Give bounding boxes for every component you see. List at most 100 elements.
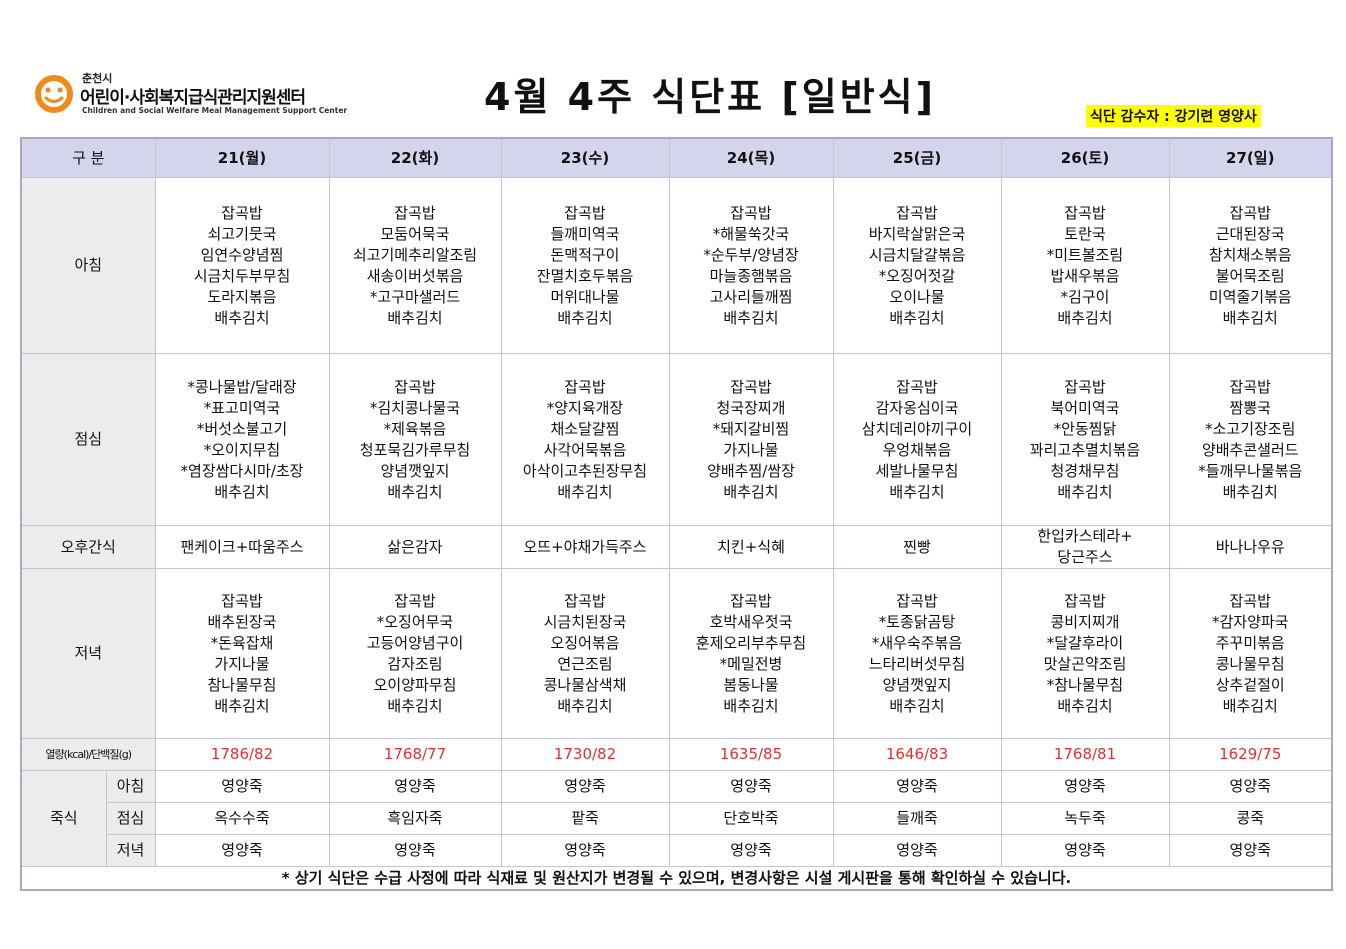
menu-item: 잡곡밥 xyxy=(896,377,938,396)
menu-item: 삶은감자 xyxy=(387,537,443,556)
menu-item: 바지락살맑은국 xyxy=(868,224,966,243)
menu-item: 토란국 xyxy=(1064,224,1106,243)
menu-item: *감자양파국 xyxy=(1211,612,1289,631)
menu-item: 오징어볶음 xyxy=(550,633,620,652)
menu-item: 배추김치 xyxy=(723,696,779,715)
menu-item: *들깨무나물볶음 xyxy=(1198,461,1303,480)
header-category: 구 분 xyxy=(20,137,156,178)
menu-item: 잡곡밥 xyxy=(730,203,772,222)
breakfast-menu-cell: 잡곡밥 근대된장국 참치채소볶음 불어묵조림 미역줄기볶음 배추김치 xyxy=(1168,177,1333,354)
menu-item: 시금치두부무침 xyxy=(193,266,291,285)
menu-item: 잡곡밥 xyxy=(1229,377,1271,396)
menu-item: 치킨+식혜 xyxy=(717,537,785,556)
menu-item: 가지나물 xyxy=(723,440,779,459)
lunch-menu-cell: 잡곡밥 *양지육개장 채소달걀찜 사각어묵볶음 아삭이고추된장무침 배추김치 xyxy=(500,353,670,526)
menu-item: 배추김치 xyxy=(723,482,779,501)
menu-item: 배추김치 xyxy=(387,308,443,327)
menu-item: 맛살곤약조림 xyxy=(1043,654,1127,673)
menu-item: 배추김치 xyxy=(1057,696,1113,715)
porridge-item: 영양죽 xyxy=(1000,770,1170,803)
lunch-menu-cell: 잡곡밥 *김치콩나물국 *제육볶음 청포묵김가루무침 양념깻잎지 배추김치 xyxy=(328,353,502,526)
menu-item: *토종닭곰탕 xyxy=(878,612,956,631)
menu-item: 찐빵 xyxy=(903,537,931,556)
menu-item: 잔멸치호두볶음 xyxy=(536,266,634,285)
menu-item: 잡곡밥 xyxy=(564,203,606,222)
menu-item: 느타리버섯무침 xyxy=(868,654,966,673)
nutrition-value: 1730/82 xyxy=(500,738,670,771)
menu-item: 시금치된장국 xyxy=(543,612,627,631)
menu-item: 짬뽕국 xyxy=(1229,398,1271,417)
menu-item: 배추김치 xyxy=(557,308,613,327)
breakfast-menu-cell: 잡곡밥 쇠고기뭇국 임연수양념찜 시금치두부무침 도라지볶음 배추김치 xyxy=(154,177,330,354)
menu-item: 배추김치 xyxy=(889,482,945,501)
menu-item: 콩비지찌개 xyxy=(1050,612,1120,631)
porridge-breakfast-row: 죽식 아침 영양죽 영양죽 영양죽 영양죽 영양죽 영양죽 영양죽 xyxy=(20,770,1333,867)
menu-item: *버섯소불고기 xyxy=(196,419,288,438)
dinner-menu-cell: 잡곡밥 호박새우젓국 훈제오리부추무침 *메밀전병 봄동나물 배추김치 xyxy=(668,568,834,739)
porridge-lunch-label: 점심 xyxy=(105,802,156,835)
menu-item: 삼치데리야끼구이 xyxy=(861,419,973,438)
menu-item: 배추김치 xyxy=(1057,308,1113,327)
porridge-item: 영양죽 xyxy=(154,834,330,867)
menu-item: 잡곡밥 xyxy=(394,591,436,610)
menu-item: 불어묵조림 xyxy=(1215,266,1285,285)
header-day: 27(일) xyxy=(1168,137,1333,178)
menu-item: 배추김치 xyxy=(1057,482,1113,501)
menu-item: 잡곡밥 xyxy=(730,591,772,610)
menu-item: 상추겉절이 xyxy=(1215,675,1285,694)
menu-item: *오이지무침 xyxy=(203,440,281,459)
menu-item: *안동찜닭 xyxy=(1053,419,1117,438)
menu-item: 배추김치 xyxy=(387,482,443,501)
menu-item: 아삭이고추된장무침 xyxy=(522,461,648,480)
menu-item: 청경채무침 xyxy=(1050,461,1120,480)
menu-item: 양배추콘샐러드 xyxy=(1201,440,1299,459)
dinner-menu-cell: 잡곡밥 *토종닭곰탕 *새우숙주볶음 느타리버섯무침 양념깻잎지 배추김치 xyxy=(832,568,1002,739)
lunch-menu-cell: 잡곡밥 북어미역국 *안동찜닭 꽈리고추멸치볶음 청경채무침 배추김치 xyxy=(1000,353,1170,526)
menu-item: 꽈리고추멸치볶음 xyxy=(1029,440,1141,459)
menu-item: 감자조림 xyxy=(387,654,443,673)
menu-item: 청국장찌개 xyxy=(716,398,786,417)
porridge-item: 흑임자죽 xyxy=(328,802,502,835)
menu-item: 잡곡밥 xyxy=(1064,377,1106,396)
dinner-menu-cell: 잡곡밥 배추된장국 *돈육잡채 가지나물 참나물무침 배추김치 xyxy=(154,568,330,739)
snack-row: 오후간식 팬케이크+따움주스 삶은감자 오뜨+야채가득주스 치킨+식혜 찐빵 한… xyxy=(20,525,1333,569)
menu-item: *오징어무국 xyxy=(376,612,454,631)
porridge-label: 죽식 xyxy=(20,770,107,867)
menu-item: 사각어묵볶음 xyxy=(543,440,627,459)
menu-item: *오징어젓갈 xyxy=(878,266,956,285)
header-day: 21(월) xyxy=(154,137,330,178)
menu-item: *미트볼조림 xyxy=(1046,245,1124,264)
breakfast-label: 아침 xyxy=(20,177,156,354)
menu-item: 배추김치 xyxy=(723,308,779,327)
menu-item: 참나물무침 xyxy=(207,675,277,694)
porridge-item: 녹두죽 xyxy=(1000,802,1170,835)
menu-item: 잡곡밥 xyxy=(1229,591,1271,610)
menu-item: *양지육개장 xyxy=(546,398,624,417)
menu-item: 잡곡밥 xyxy=(896,203,938,222)
footnote: * 상기 식단은 수급 사정에 따라 식재료 및 원산지가 변경될 수 있으며,… xyxy=(20,866,1333,891)
menu-item: 머위대나물 xyxy=(550,287,620,306)
menu-item: 당근주스 xyxy=(1057,548,1113,566)
menu-item: 잡곡밥 xyxy=(896,591,938,610)
menu-item: 채소달걀찜 xyxy=(550,419,620,438)
breakfast-row: 아침 잡곡밥 쇠고기뭇국 임연수양념찜 시금치두부무침 도라지볶음 배추김치 잡곡밥 모둠어… xyxy=(20,177,1333,354)
menu-item: 밥새우볶음 xyxy=(1050,266,1120,285)
menu-item: 감자옹심이국 xyxy=(875,398,959,417)
menu-item: 양념깻잎지 xyxy=(380,461,450,480)
menu-item: 배추김치 xyxy=(1222,696,1278,715)
nutrition-label: 열량(kcal)/단백질(g) xyxy=(20,738,156,771)
nutrition-value: 1635/85 xyxy=(668,738,834,771)
menu-item: *고구마샐러드 xyxy=(369,287,461,306)
menu-item: 호박새우젓국 xyxy=(709,612,793,631)
porridge-breakfast-label: 아침 xyxy=(105,770,156,803)
logo-city: 춘천시 xyxy=(82,72,113,85)
menu-item: 잡곡밥 xyxy=(730,377,772,396)
menu-item: 마늘종햄볶음 xyxy=(709,266,793,285)
menu-item: *염장쌈다시마/초장 xyxy=(180,461,304,480)
nutrition-value: 1629/75 xyxy=(1168,738,1333,771)
lunch-menu-cell: 잡곡밥 짬뽕국 *소고기장조림 양배추콘샐러드 *들깨무나물볶음 배추김치 xyxy=(1168,353,1333,526)
menu-item: *해물쑥갓국 xyxy=(712,224,790,243)
nutrition-value: 1768/77 xyxy=(328,738,502,771)
menu-item: 잡곡밥 xyxy=(394,377,436,396)
menu-item: *표고미역국 xyxy=(203,398,281,417)
